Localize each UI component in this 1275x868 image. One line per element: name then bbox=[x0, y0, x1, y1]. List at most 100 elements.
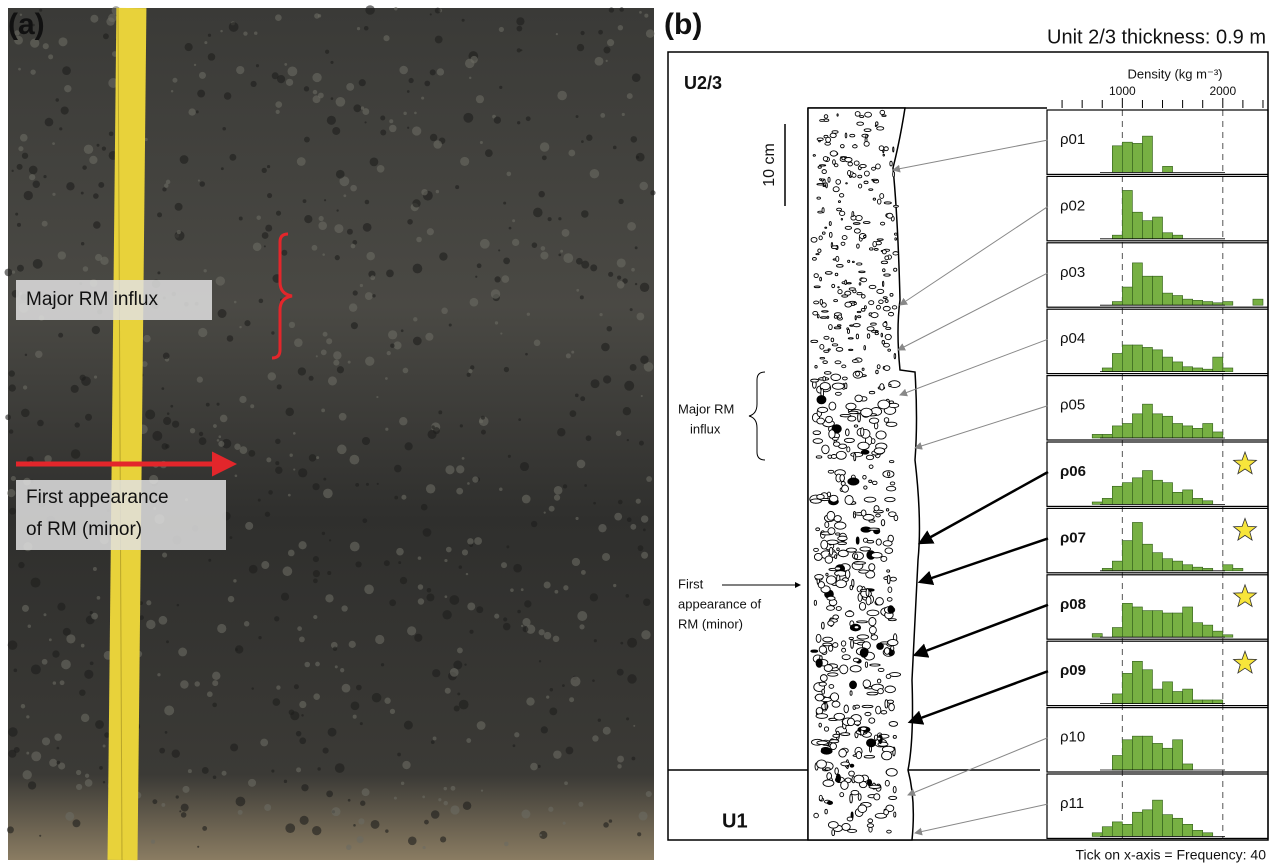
texture bbox=[623, 407, 631, 415]
clast bbox=[894, 812, 896, 817]
clast bbox=[813, 439, 823, 444]
clast bbox=[883, 322, 887, 326]
texture bbox=[217, 439, 220, 442]
texture bbox=[239, 396, 246, 403]
clast bbox=[869, 718, 875, 723]
texture bbox=[251, 81, 257, 87]
texture bbox=[385, 829, 388, 832]
bar bbox=[1122, 673, 1132, 703]
clast bbox=[816, 528, 820, 531]
texture bbox=[499, 488, 503, 492]
clast bbox=[877, 127, 884, 130]
bar bbox=[1193, 498, 1203, 504]
texture bbox=[485, 149, 493, 157]
texture bbox=[501, 275, 509, 283]
texture bbox=[365, 200, 370, 205]
texture bbox=[522, 495, 531, 504]
bar bbox=[1132, 736, 1142, 770]
texture bbox=[609, 819, 612, 822]
texture bbox=[321, 350, 327, 356]
texture bbox=[277, 75, 285, 83]
texture bbox=[157, 271, 160, 274]
clast bbox=[854, 453, 856, 460]
bar bbox=[1163, 233, 1173, 239]
texture bbox=[426, 593, 434, 601]
texture bbox=[523, 626, 529, 632]
texture bbox=[233, 579, 236, 582]
texture bbox=[163, 352, 170, 359]
texture bbox=[418, 556, 422, 560]
texture bbox=[165, 444, 169, 448]
texture bbox=[351, 701, 360, 710]
texture bbox=[313, 90, 317, 94]
texture bbox=[460, 157, 469, 166]
clast bbox=[814, 274, 818, 278]
texture bbox=[517, 121, 520, 124]
texture bbox=[590, 169, 599, 178]
clast bbox=[851, 790, 859, 794]
clast bbox=[814, 813, 819, 818]
clast bbox=[864, 181, 868, 184]
texture bbox=[275, 101, 282, 108]
texture bbox=[412, 199, 420, 207]
clast bbox=[866, 134, 868, 137]
texture bbox=[617, 764, 621, 768]
clast bbox=[819, 165, 825, 166]
clast bbox=[873, 198, 875, 200]
texture bbox=[504, 367, 509, 372]
clast bbox=[865, 712, 871, 715]
texture bbox=[439, 252, 447, 260]
bar bbox=[1223, 368, 1233, 372]
texture bbox=[627, 674, 636, 683]
clast bbox=[869, 418, 878, 423]
clast bbox=[845, 226, 851, 229]
texture bbox=[517, 26, 523, 32]
bar bbox=[1132, 478, 1142, 505]
clast bbox=[850, 666, 861, 672]
clast bbox=[857, 244, 860, 248]
clast bbox=[888, 312, 893, 316]
texture bbox=[468, 369, 472, 373]
texture bbox=[250, 404, 254, 408]
clast bbox=[834, 300, 838, 302]
texture bbox=[558, 254, 561, 257]
texture bbox=[95, 720, 104, 729]
bar bbox=[1122, 345, 1132, 372]
clast bbox=[887, 830, 892, 833]
texture bbox=[364, 121, 366, 123]
texture bbox=[37, 420, 44, 427]
clast bbox=[823, 361, 827, 364]
texture bbox=[394, 465, 402, 473]
clast bbox=[856, 215, 863, 220]
texture bbox=[298, 468, 307, 477]
clast bbox=[869, 785, 881, 788]
clast bbox=[840, 793, 844, 797]
annotation: Major RM bbox=[678, 401, 734, 416]
bar bbox=[1203, 700, 1213, 704]
texture bbox=[312, 73, 321, 82]
clast bbox=[824, 665, 832, 672]
clast bbox=[830, 151, 837, 156]
clast bbox=[871, 635, 878, 640]
texture bbox=[304, 137, 310, 143]
clast bbox=[818, 249, 821, 252]
texture bbox=[401, 495, 406, 500]
texture bbox=[631, 268, 635, 272]
annotation: Major RM influx bbox=[26, 289, 158, 310]
texture bbox=[337, 366, 344, 373]
clast bbox=[864, 129, 871, 132]
texture bbox=[267, 165, 270, 168]
texture bbox=[407, 90, 410, 93]
texture bbox=[499, 27, 504, 32]
texture bbox=[408, 78, 413, 83]
texture bbox=[627, 222, 636, 231]
clast bbox=[836, 347, 843, 351]
clast bbox=[869, 617, 876, 625]
texture bbox=[364, 26, 369, 31]
clast bbox=[870, 664, 881, 666]
clast bbox=[832, 437, 838, 440]
texture bbox=[534, 340, 541, 347]
clast bbox=[883, 541, 892, 546]
texture bbox=[513, 564, 522, 573]
texture bbox=[8, 640, 18, 650]
